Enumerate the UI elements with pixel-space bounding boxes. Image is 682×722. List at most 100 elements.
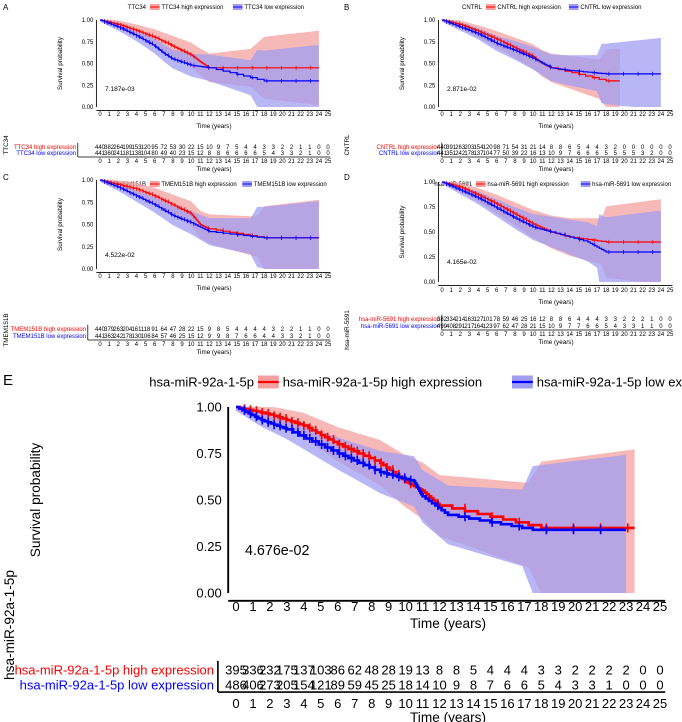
legend-entry-low: hsa-miR-5691 low expression (592, 182, 671, 188)
risk-x-tick-label: 18 (261, 342, 268, 348)
x-tick-label: 23 (648, 112, 655, 118)
risk-x-tick-label: 23 (306, 342, 313, 348)
legend: CNTRL CNTRL high expression CNTRL low expr… (462, 4, 641, 11)
risk-count-high: 3 (604, 145, 608, 151)
x-tick-label: 7 (504, 112, 508, 118)
risk-table-title: TTC34 (3, 135, 10, 155)
risk-count-high: 153 (131, 145, 142, 151)
risk-count-low: 0 (639, 678, 646, 693)
risk-count-high: 4 (253, 145, 257, 151)
y-axis-title: Survival probability (399, 205, 406, 259)
risk-count-low: 123 (483, 324, 494, 330)
x-tick-label: 1 (107, 274, 111, 280)
risk-x-tick-label: 6 (334, 696, 341, 711)
risk-count-low: 104 (141, 151, 152, 157)
x-tick-label: 4 (135, 274, 139, 280)
x-tick-label: 0 (232, 599, 239, 614)
risk-count-low: 6 (595, 324, 599, 330)
risk-count-high: 4 (244, 145, 248, 151)
risk-count-high: 4 (244, 327, 248, 333)
x-tick-label: 14 (224, 112, 231, 118)
risk-x-tick-label: 6 (153, 159, 157, 165)
risk-count-high: 120 (483, 145, 494, 151)
risk-x-tick-label: 21 (630, 332, 637, 338)
legend-entry-high: hsa-miR-92a-1-5p high expression (283, 375, 482, 390)
risk-count-low: 12 (197, 334, 204, 340)
risk-x-tick-label: 19 (270, 159, 277, 165)
risk-x-tick-label: 20 (621, 332, 628, 338)
risk-x-tick-label: 4 (300, 696, 307, 711)
risk-x-tick-label: 21 (288, 159, 295, 165)
risk-count-low: 7 (568, 151, 572, 157)
x-tick-label: 6 (334, 599, 341, 614)
risk-count-high: 46 (512, 317, 519, 323)
risk-x-tick-label: 14 (466, 696, 480, 711)
x-tick-label: 25 (667, 288, 674, 294)
risk-x-tick-label: 19 (612, 159, 619, 165)
risk-count-high: 4 (595, 317, 599, 323)
x-tick-label: 19 (612, 112, 619, 118)
risk-count-high: 2 (614, 145, 618, 151)
risk-x-axis-title: Time (years) (410, 710, 486, 722)
risk-count-high: 3 (272, 145, 276, 151)
risk-count-low: 6 (521, 678, 528, 693)
y-tick-label: 1.00 (82, 18, 94, 24)
risk-row-label-high: hsa-miR-5691 high expression (359, 317, 440, 323)
risk-x-tick-label: 16 (585, 159, 592, 165)
risk-count-low: 4 (614, 324, 618, 330)
risk-row-label-low: hsa-miR-92a-1-5p low expression (20, 678, 214, 693)
risk-count-low: 4 (272, 334, 276, 340)
risk-count-high: 120 (141, 145, 152, 151)
risk-x-tick-label: 2 (117, 159, 121, 165)
x-axis-title: Time (years) (538, 123, 573, 130)
risk-x-tick-label: 12 (206, 159, 213, 165)
x-tick-label: 13 (449, 599, 463, 614)
risk-x-tick-label: 0 (232, 696, 239, 711)
y-tick-label: 0.50 (82, 223, 94, 229)
risk-count-low: 242 (113, 334, 124, 340)
x-tick-label: 15 (233, 274, 240, 280)
x-tick-label: 8 (171, 112, 175, 118)
risk-count-low: 1 (606, 678, 613, 693)
risk-count-high: 3 (538, 663, 545, 678)
x-tick-label: 4 (477, 288, 481, 294)
risk-count-high: 86 (331, 663, 345, 678)
risk-count-high: 12 (539, 317, 546, 323)
x-tick-label: 14 (566, 288, 573, 294)
risk-count-low: 15 (539, 324, 546, 330)
risk-count-low: 5 (538, 678, 545, 693)
x-tick-label: 24 (636, 599, 650, 614)
risk-x-tick-label: 14 (566, 159, 573, 165)
risk-x-tick-label: 23 (306, 159, 313, 165)
x-tick-label: 20 (279, 274, 286, 280)
risk-count-high: 47 (170, 327, 177, 333)
x-tick-label: 3 (283, 599, 290, 614)
x-tick-label: 10 (398, 599, 412, 614)
x-tick-label: 7 (351, 599, 358, 614)
y-tick-label: 1.00 (424, 180, 436, 186)
risk-x-tick-label: 23 (619, 696, 633, 711)
x-tick-label: 22 (639, 288, 646, 294)
risk-x-tick-label: 7 (162, 159, 166, 165)
risk-count-high: 7 (226, 145, 230, 151)
risk-x-tick-label: 24 (658, 332, 665, 338)
x-tick-label: 13 (215, 274, 222, 280)
risk-count-low: 3 (632, 324, 636, 330)
risk-x-tick-label: 19 (551, 696, 565, 711)
legend: hsa-miR-92a-1-5p hsa-miR-92a-1-5p high ex… (149, 375, 682, 390)
risk-count-low: 273 (259, 678, 281, 693)
risk-x-tick-label: 10 (530, 159, 537, 165)
risk-count-high: 334 (446, 317, 457, 323)
x-tick-label: 22 (602, 599, 616, 614)
risk-count-high: 391 (446, 145, 457, 151)
panel-c: CTMEM151BTMEM151B high expressionTMEM151… (3, 173, 332, 356)
risk-count-high: 3 (604, 317, 608, 323)
risk-x-tick-label: 17 (594, 332, 601, 338)
x-tick-label: 5 (486, 288, 490, 294)
risk-count-low: 9 (453, 678, 460, 693)
x-tick-label: 20 (568, 599, 582, 614)
legend-entry-low: hsa-miR-92a-1-5p low expression (537, 375, 682, 390)
risk-x-tick-label: 1 (449, 332, 453, 338)
x-tick-label: 22 (639, 112, 646, 118)
